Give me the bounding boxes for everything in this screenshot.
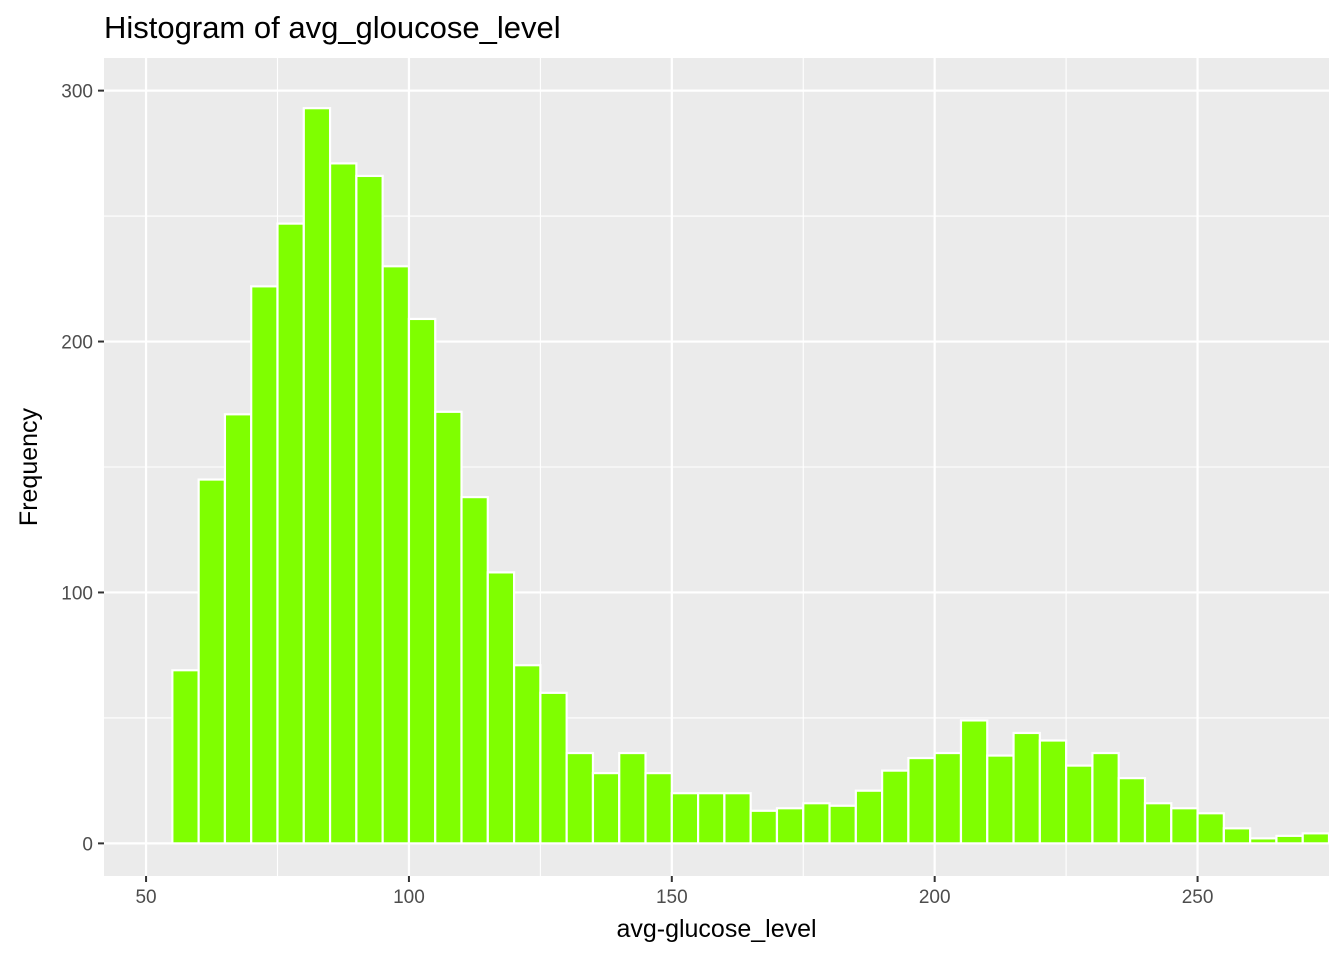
y-tick-label: 200 [61,333,93,354]
y-tick-label: 300 [61,82,93,103]
x-axis: 50 100 150 200 250 [135,876,1213,908]
histogram-bar [986,754,1015,845]
histogram-bar [1117,777,1147,845]
x-tick-label: 150 [656,887,688,908]
x-axis-title: avg-glucose_level [616,915,816,943]
histogram-bar [512,664,542,845]
histogram-bar [670,792,700,845]
histogram-bar [250,285,279,845]
histogram-bar [434,410,463,845]
histogram-bar [881,769,910,845]
y-axis-title: Frequency [15,407,43,526]
histogram-bar [171,669,200,845]
histogram-bar [723,792,752,845]
histogram-bar [802,802,831,845]
histogram-bar [933,751,963,845]
histogram-bar [1143,802,1173,845]
histogram-bar [1065,764,1094,845]
y-tick-label: 100 [61,583,93,604]
histogram-bar [1196,812,1225,845]
histogram-bar [539,691,568,845]
histogram-bar [854,789,884,845]
x-tick-label: 250 [1182,887,1214,908]
histogram-bar [1012,731,1041,845]
y-axis: 0 100 200 300 [61,82,104,855]
histogram-bar [907,756,936,845]
x-tick-label: 50 [135,887,156,908]
histogram-bar [197,478,227,845]
histogram-bar [1249,837,1278,845]
histogram-bar [696,792,726,845]
histogram-bar [618,751,647,845]
histogram-bars [171,107,1331,845]
histogram-bar [355,174,384,845]
histogram-bar [565,751,595,845]
histogram-bar [591,772,621,845]
histogram-bar [1091,751,1120,845]
histogram-bar [1222,827,1252,845]
histogram-bar [749,809,779,845]
y-tick-label: 0 [82,834,93,855]
histogram-bar [223,413,253,845]
chart-title: Histogram of avg_gloucose_level [104,10,561,45]
histogram-bar [486,571,516,845]
x-tick-label: 100 [393,887,425,908]
histogram-bar [1038,739,1068,845]
histogram-bar [407,317,437,845]
histogram-bar [828,804,857,845]
histogram-bar [460,496,489,845]
histogram-bar [644,772,673,845]
histogram-bar [1301,832,1331,845]
histogram-bar [775,807,805,845]
histogram-bar [276,222,305,845]
histogram-bar [1275,834,1304,845]
histogram-bar [328,162,358,845]
x-tick-label: 200 [919,887,951,908]
histogram-bar [959,719,989,845]
histogram-bar [381,265,411,845]
histogram-bar [1170,807,1199,845]
histogram-bar [302,107,332,845]
